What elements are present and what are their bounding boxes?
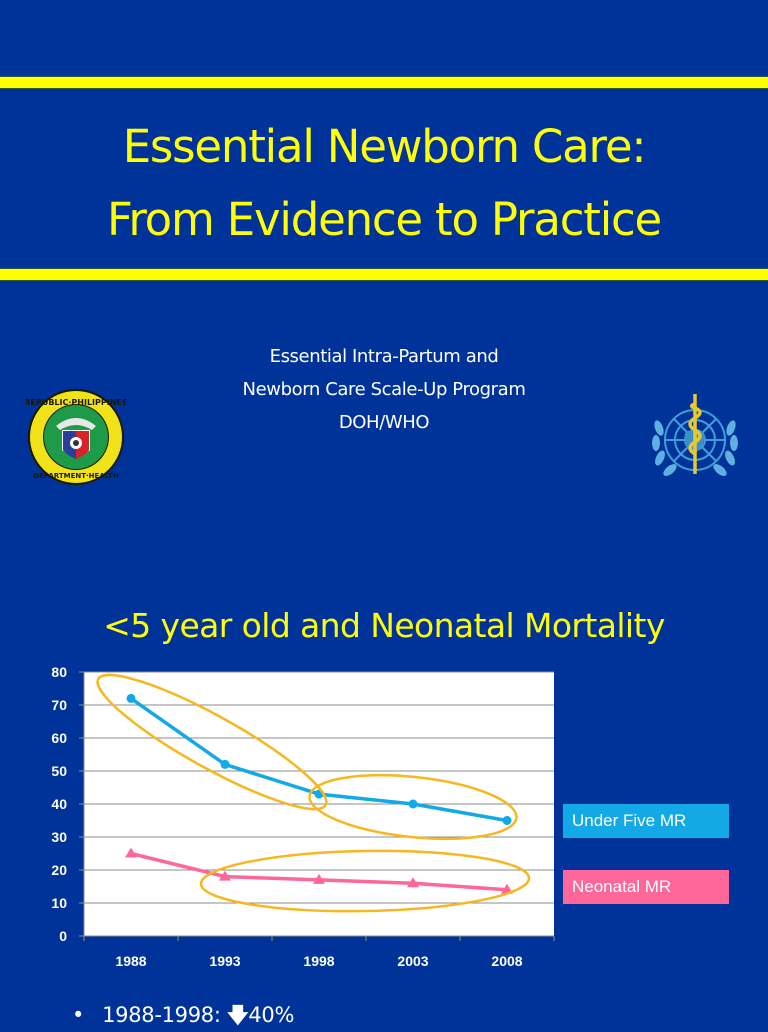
circle-marker [126,693,136,703]
y-tick-label: 10 [51,895,67,911]
legend-neonatal-mr: Neonatal MR [563,870,729,904]
mortality-line-chart: 0 10 20 30 40 50 60 70 80 1988 1993 1998 2003 2008 [51,664,555,969]
slide-title-line1: Essential Newborn Care: [122,120,647,173]
top-accent-bar [0,77,768,88]
legend-under-five-mr: Under Five MR [563,804,729,838]
summary-bullet: • 1988-1998: 🡇40% [72,998,294,1032]
who-emblem-logo [652,394,738,476]
ellipse-under-five-1988-1998 [96,673,328,811]
triangle-marker [313,873,325,884]
y-tick-label: 70 [51,697,67,713]
bullet-range: 1988-1998: [102,1003,221,1027]
x-axis-ticks: 1988 1993 1998 2003 2008 [83,935,555,969]
subtitle: Essential Intra-Partum and Newborn Care … [0,340,768,439]
bottom-accent-bar [0,269,768,280]
x-tick-label: 1988 [115,953,146,969]
bullet-value: 40% [248,1003,295,1027]
highlight-ellipses [96,673,531,913]
triangle-marker [219,870,231,881]
subtitle-line2: Newborn Care Scale-Up Program [242,379,526,400]
subtitle-line1: Essential Intra-Partum and [269,346,499,367]
chart-heading: <5 year old and Neonatal Mortality [103,606,665,645]
y-tick-label: 40 [51,796,67,812]
ellipse-under-five-1998-2008 [308,773,518,841]
circle-marker [502,816,512,825]
triangle-marker [407,877,419,888]
y-tick-label: 20 [51,862,67,878]
doh-seal-logo: REPUBLIC·PHILIPPINES DEPARTMENT·HEALTH [26,389,126,485]
y-tick-label: 80 [51,664,67,680]
x-tick-label: 2003 [397,953,428,969]
subtitle-line3: DOH/WHO [338,412,430,433]
x-tick-label: 1993 [209,953,240,969]
ellipse-neonatal-1993-2008 [199,849,531,913]
x-tick-label: 1998 [303,953,334,969]
y-axis-ticks: 0 10 20 30 40 50 60 70 80 [51,664,85,944]
triangle-marker [125,847,137,858]
y-tick-label: 50 [51,763,67,779]
bullet-dot-icon: • [72,1003,85,1027]
data-series [125,693,513,894]
circle-marker [408,799,418,809]
circle-marker [220,759,230,769]
down-arrow-icon: 🡇 [227,1003,249,1027]
svg-text:REPUBLIC·PHILIPPINES: REPUBLIC·PHILIPPINES [26,398,126,407]
slide-title-line2: From Evidence to Practice [106,193,662,246]
svg-text:DEPARTMENT·HEALTH: DEPARTMENT·HEALTH [33,472,119,480]
y-tick-label: 0 [59,928,67,944]
x-tick-label: 2008 [491,953,522,969]
y-tick-label: 30 [51,829,67,845]
y-tick-label: 60 [51,730,67,746]
